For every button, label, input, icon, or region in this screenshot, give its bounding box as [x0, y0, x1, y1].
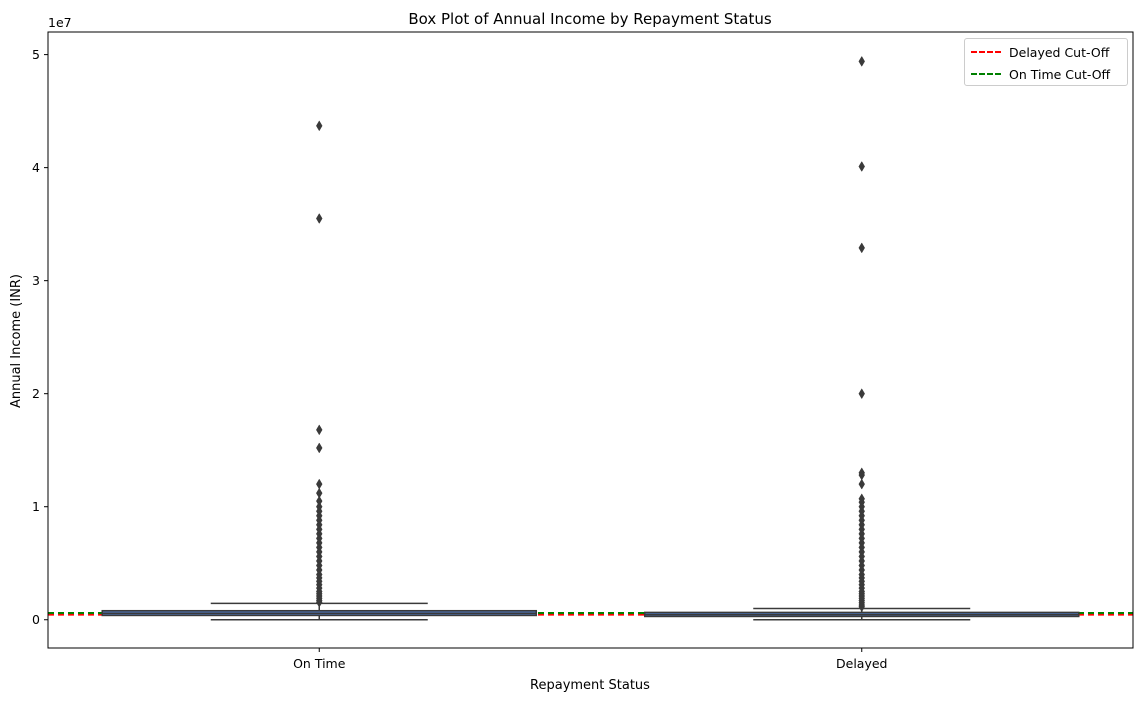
outlier-point [858, 161, 865, 172]
chart-title: Box Plot of Annual Income by Repayment S… [408, 10, 772, 28]
outlier-point [858, 478, 865, 490]
legend-swatch-delayed [971, 51, 1001, 53]
outlier-point [316, 424, 323, 436]
plot-frame [47, 31, 1134, 649]
outlier-point [316, 596, 323, 608]
outlier-point [316, 442, 323, 454]
y-tick-label: 1 [32, 499, 40, 514]
legend-swatch-on-time [971, 73, 1001, 75]
outlier-point [858, 601, 865, 613]
x-tick-label: Delayed [836, 656, 887, 671]
outlier-point [316, 478, 323, 490]
y-tick-label: 3 [32, 273, 40, 288]
y-tick-label: 2 [32, 386, 40, 401]
outlier-point [858, 242, 865, 254]
legend-label-delayed: Delayed Cut-Off [1009, 44, 1110, 60]
outlier-point [858, 388, 865, 400]
y-axis-label: Annual Income (INR) [9, 274, 24, 408]
outlier-point [316, 213, 323, 224]
y-tick-label: 5 [32, 47, 40, 62]
legend: Delayed Cut-Off On Time Cut-Off [964, 38, 1128, 86]
x-axis-label: Repayment Status [530, 678, 650, 693]
y-offset-label: 1e7 [48, 15, 72, 30]
x-tick-label: On Time [293, 656, 346, 671]
y-ticks: 0 1 2 3 4 5 [32, 47, 48, 627]
legend-label-on-time: On Time Cut-Off [1009, 66, 1111, 82]
y-tick-label: 0 [32, 612, 40, 627]
legend-item-delayed: Delayed Cut-Off [971, 42, 1109, 62]
outlier-point [858, 55, 865, 67]
x-ticks: On Time Delayed [293, 648, 887, 671]
outlier-point [316, 120, 323, 132]
y-tick-label: 4 [32, 160, 40, 175]
legend-item-on-time: On Time Cut-Off [971, 64, 1110, 84]
box-group [101, 55, 1080, 621]
